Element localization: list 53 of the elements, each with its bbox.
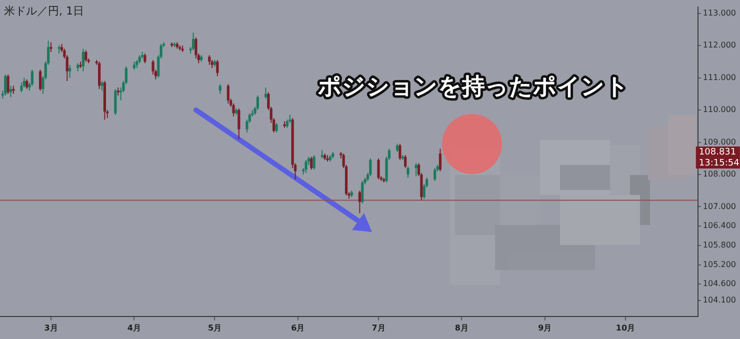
y-tick-label: 104.100 xyxy=(702,295,736,304)
candlestick xyxy=(361,180,364,204)
candlestick xyxy=(100,80,104,92)
x-tick-label: 10月 xyxy=(616,323,636,332)
candlestick xyxy=(144,53,146,64)
x-tick-label: 5月 xyxy=(208,323,222,332)
y-tick-label: 104.600 xyxy=(702,279,736,288)
y-tick-label: 112.000 xyxy=(702,40,736,50)
y-tick-label: 109.000 xyxy=(702,137,736,146)
candlestick xyxy=(226,84,230,104)
candlestick xyxy=(98,61,101,90)
candlestick xyxy=(152,60,154,76)
y-tick-label: 113.000 xyxy=(702,8,736,18)
candlestick xyxy=(377,158,380,180)
text: 13:15:54 xyxy=(698,158,740,168)
candlestick xyxy=(50,42,52,52)
candlestick xyxy=(194,36,198,59)
candlestick xyxy=(218,84,222,94)
candlestick xyxy=(312,154,316,170)
y-tick-label: 107.000 xyxy=(702,202,736,211)
candlestick xyxy=(398,143,402,160)
candlestick xyxy=(304,159,308,174)
chart-title: 米ドル／円, 1日 xyxy=(4,4,84,18)
y-tick-label: 110.000 xyxy=(702,105,736,114)
candlestick xyxy=(434,168,436,182)
candlestick xyxy=(358,190,361,214)
x-tick-label: 6月 xyxy=(291,323,305,332)
y-tick-label: 111.000 xyxy=(702,72,736,82)
x-tick-label: 9月 xyxy=(538,323,552,332)
candlestick xyxy=(438,148,442,172)
candlestick xyxy=(369,158,372,177)
y-tick-label: 105.200 xyxy=(702,260,736,269)
x-tick-label: 3月 xyxy=(44,323,58,332)
candlestick xyxy=(216,60,219,77)
candlestick xyxy=(275,122,278,134)
candlestick xyxy=(404,154,407,169)
y-tick-label: 108.000 xyxy=(702,170,736,179)
y-tick-label: 105.800 xyxy=(702,240,736,250)
candlestick xyxy=(208,54,211,66)
x-tick-label: 8月 xyxy=(454,323,468,332)
candlestick xyxy=(310,156,313,170)
y-tick-label: 106.400 xyxy=(702,221,736,230)
annotation: ポジションを持ったポイント xyxy=(317,74,629,100)
candlestick xyxy=(114,88,117,116)
candlestick xyxy=(82,48,85,72)
candlestick xyxy=(84,50,88,62)
candlestick xyxy=(68,64,72,78)
x-tick-label: 4月 xyxy=(127,323,142,332)
candlestick xyxy=(238,108,240,140)
candlestick xyxy=(192,32,195,51)
text: 108.831 xyxy=(698,147,736,158)
candlestick xyxy=(406,166,410,178)
x-tick-label: 7月 xyxy=(372,323,386,332)
